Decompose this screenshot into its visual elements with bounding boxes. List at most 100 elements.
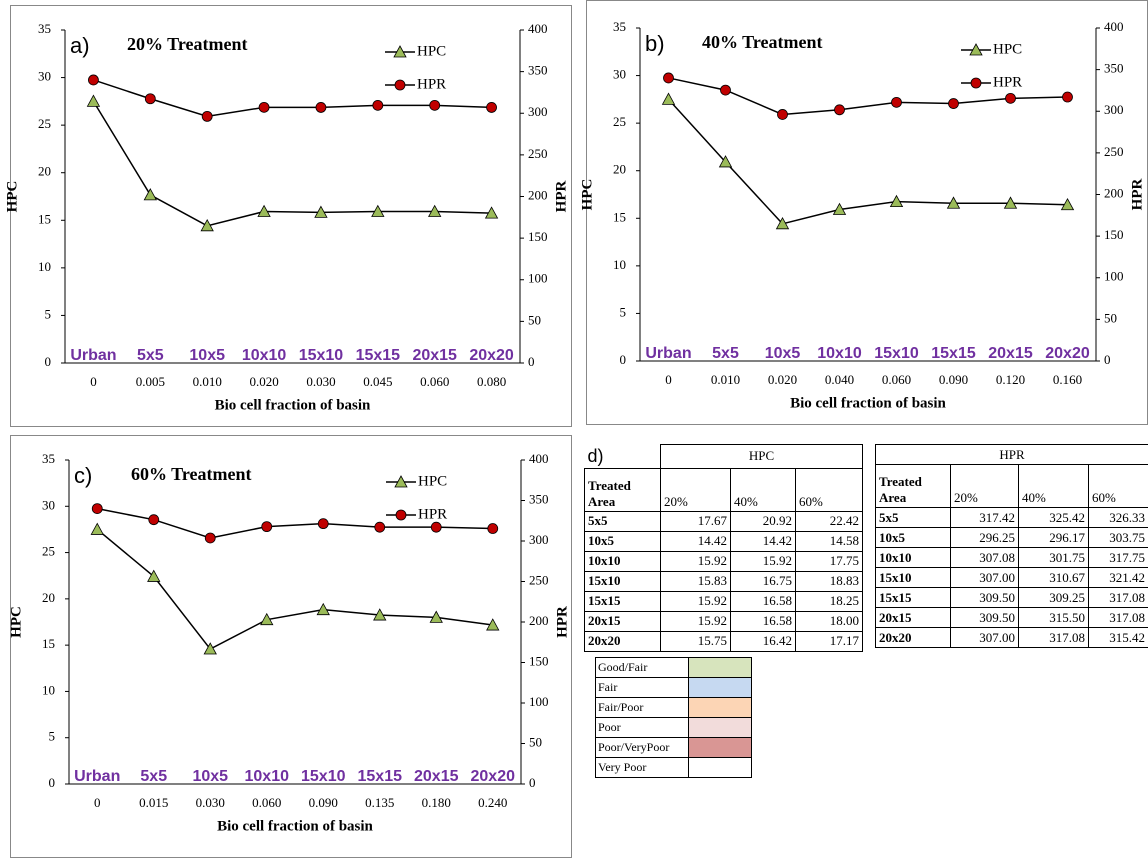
y2-tick-label: 300	[529, 532, 549, 547]
x-axis-title: Bio cell fraction of basin	[790, 395, 946, 411]
y-tick-label: 25	[613, 114, 626, 129]
chart-title: 60% Treatment	[131, 464, 251, 484]
table-cell: 317.08	[1018, 627, 1089, 648]
table-cell: 296.25	[950, 527, 1019, 548]
marker	[775, 216, 790, 230]
legend-label: Fair/Poor	[595, 697, 689, 718]
marker	[204, 532, 216, 544]
marker	[487, 523, 499, 534]
y2-tick-label: 50	[528, 312, 541, 327]
y-tick-label: 20	[38, 164, 51, 179]
chart-panel: 051015202530350501001502002503003504000U…	[8, 435, 572, 858]
table-cell: 15.92	[660, 590, 731, 612]
marker	[261, 521, 273, 533]
x-tick-label: 0.090	[939, 372, 968, 387]
table-cell: 325.42	[1018, 507, 1089, 528]
legend-label: HPR	[417, 76, 446, 92]
marker	[394, 475, 408, 488]
x-tick-label: 0.010	[193, 374, 222, 389]
marker	[429, 99, 441, 111]
area-label: 20x20	[469, 347, 514, 364]
y2-tick-label: 100	[1104, 269, 1124, 284]
y2-tick-label: 0	[1104, 352, 1111, 367]
legend-row: Fair/Poor	[595, 697, 752, 718]
marker	[1062, 91, 1073, 103]
y2-tick-label: 400	[528, 21, 548, 36]
legend-label: Fair	[595, 677, 689, 698]
y2-tick-label: 150	[529, 653, 549, 668]
table-row: 5x5 17.67 20.92 22.42	[584, 510, 863, 532]
marker	[970, 77, 982, 89]
y-tick-label: 15	[42, 636, 55, 651]
area-label: 5x5	[137, 347, 164, 364]
marker	[257, 204, 271, 217]
table-row: 20x20 15.75 16.42 17.17	[584, 630, 863, 652]
y2-tick-label: 250	[529, 572, 549, 587]
marker	[891, 96, 902, 108]
condition-legend: Good/Fair Fair Fair/Poor Poor Poor/VeryPoor V…	[595, 657, 752, 778]
y2-tick-label: 200	[1104, 185, 1124, 200]
marker	[315, 102, 327, 113]
table-cell: 20.92	[730, 510, 796, 532]
y-tick-label: 25	[42, 544, 55, 559]
marker	[663, 72, 674, 84]
marker	[834, 104, 845, 116]
table-cell: 310.67	[1018, 567, 1089, 588]
legend-label: Poor/VeryPoor	[595, 737, 689, 758]
area-label: 10x5	[765, 345, 801, 362]
table-cell: 309.50	[950, 607, 1019, 628]
y2-tick-label: 50	[1104, 310, 1117, 325]
legend-row: Poor/VeryPoor	[595, 737, 752, 758]
x-tick-label: 0.020	[249, 374, 278, 389]
x-tick-label: 0.015	[139, 795, 168, 810]
column-header: 40%	[730, 467, 796, 512]
x-tick-label: 0.090	[309, 795, 338, 810]
row-header: 10x5	[584, 530, 661, 552]
area-label: 15x15	[356, 347, 401, 364]
marker	[201, 110, 213, 122]
row-header: 20x20	[584, 630, 661, 652]
table-cell: 317.08	[1087, 607, 1148, 628]
table-cell: 303.75	[1087, 527, 1148, 548]
x-tick-label: 0.045	[363, 374, 392, 389]
row-header: 20x15	[584, 610, 661, 632]
marker	[429, 610, 443, 623]
y-tick-label: 0	[620, 352, 627, 367]
legend-row: Good/Fair	[595, 657, 752, 678]
y2-tick-label: 400	[529, 451, 549, 466]
marker	[1003, 196, 1018, 209]
row-header: 15x10	[584, 570, 661, 592]
legend-swatch	[688, 737, 752, 758]
title-row: d) HPC	[584, 444, 863, 469]
area-label: Urban	[70, 347, 116, 364]
y2-tick-label: 0	[528, 354, 535, 369]
table-cell: 315.50	[1018, 607, 1089, 628]
marker	[889, 194, 904, 208]
table-row: 20x15 15.92 16.58 18.00	[584, 610, 863, 632]
marker	[90, 522, 104, 535]
table-cell: 16.58	[730, 590, 796, 612]
area-label: 5x5	[140, 768, 167, 785]
legend-row: Very Poor	[595, 757, 752, 778]
y2-tick-label: 300	[1104, 102, 1124, 117]
y2-tick-label: 100	[529, 694, 549, 709]
y2-tick-label: 350	[1104, 61, 1124, 76]
table-row: 5x5 317.42 325.42 326.33	[875, 507, 1148, 528]
y-tick-label: 10	[613, 257, 626, 272]
table-cell: 326.33	[1087, 507, 1148, 528]
table-cell: 18.83	[795, 570, 863, 592]
header-row: Treated Area 20% 40% 60%	[584, 467, 863, 512]
column-header: 20%	[950, 464, 1019, 508]
marker	[374, 521, 386, 533]
row-header: 5x5	[584, 510, 661, 532]
series-line	[97, 507, 493, 539]
panel-label: a)	[70, 33, 90, 58]
table-row: 15x15 309.50 309.25 317.08	[875, 587, 1148, 608]
x-tick-label: 0.060	[882, 372, 911, 387]
table-cell: 18.25	[795, 590, 863, 612]
area-label: 10x10	[242, 347, 287, 364]
y-tick-label: 35	[613, 19, 626, 34]
marker	[88, 74, 99, 86]
marker	[720, 84, 731, 96]
chart-panel: 051015202530350501001502002503003504000U…	[4, 5, 572, 427]
